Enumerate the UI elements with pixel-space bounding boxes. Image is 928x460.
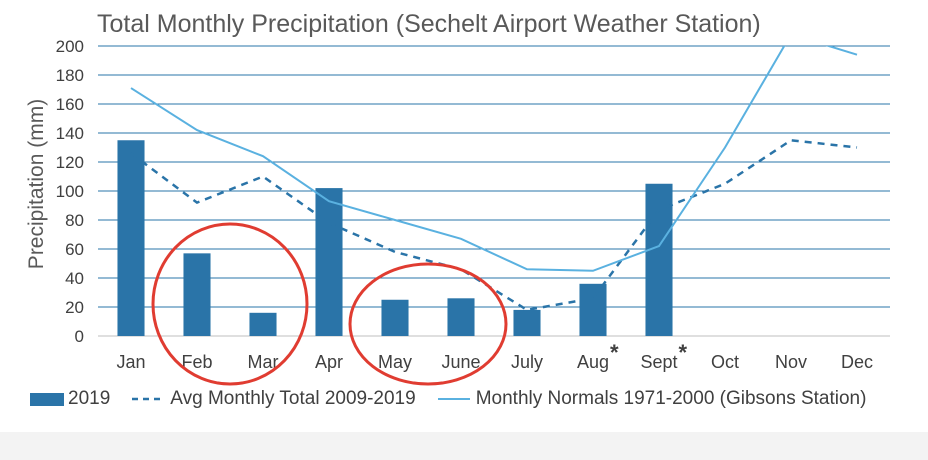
x-tick-label: Aug: [577, 352, 609, 372]
x-tick-label: Dec: [841, 352, 873, 372]
asterisk-marker: *: [610, 340, 619, 365]
x-tick-label: May: [378, 352, 412, 372]
bar-2019: [183, 253, 211, 336]
bar-2019: [249, 312, 277, 336]
chart-title: Total Monthly Precipitation (Sechelt Air…: [97, 10, 761, 38]
y-tick-label: 40: [65, 269, 84, 288]
legend-swatch-solid: [437, 398, 470, 400]
x-tick-label: Feb: [181, 352, 212, 372]
legend-label-2019: 2019: [68, 388, 111, 409]
y-tick-label: 20: [65, 298, 84, 317]
legend-swatch-dashed: [132, 397, 165, 401]
bottom-band: [0, 432, 928, 460]
y-tick-label: 160: [56, 95, 84, 114]
x-tick-label: Mar: [248, 352, 279, 372]
bar-2019: [381, 299, 409, 336]
asterisk-marker: *: [679, 340, 688, 365]
bar-2019: [579, 283, 607, 336]
y-tick-label: 60: [65, 240, 84, 259]
x-tick-label: Jan: [116, 352, 145, 372]
legend-item-normals: Monthly Normals 1971-2000 (Gibsons Stati…: [436, 388, 867, 410]
x-tick-label: June: [441, 352, 480, 372]
x-tick-label: Sept: [640, 352, 677, 372]
y-tick-label: 100: [56, 182, 84, 201]
y-tick-label: 0: [75, 327, 84, 346]
legend-swatch-bar: [30, 392, 64, 406]
bar-2019: [447, 298, 475, 336]
highlight-circle: [151, 222, 309, 386]
highlight-circle: [348, 262, 508, 386]
legend-label-avg: Avg Monthly Total 2009-2019: [170, 388, 416, 409]
bar-2019: [315, 188, 343, 336]
y-tick-label: 200: [56, 37, 84, 56]
x-tick-label: Apr: [315, 352, 343, 372]
bar-2019: [117, 140, 145, 336]
normals-1971-2000-line: [130, 46, 858, 272]
y-tick-label: 140: [56, 124, 84, 143]
legend-item-avg: Avg Monthly Total 2009-2019: [130, 388, 416, 410]
bar-2019: [513, 309, 541, 336]
x-tick-label: July: [511, 352, 543, 372]
y-tick-label: 120: [56, 153, 84, 172]
y-tick-label: 80: [65, 211, 84, 230]
x-tick-label: Oct: [711, 352, 739, 372]
y-tick-label: 180: [56, 66, 84, 85]
legend-item-2019: 2019: [30, 388, 110, 410]
chart-legend: 2019 Avg Monthly Total 2009-2019 Monthly…: [30, 388, 886, 410]
x-tick-label: Nov: [775, 352, 807, 372]
legend-label-normals: Monthly Normals 1971-2000 (Gibsons Stati…: [475, 388, 867, 409]
